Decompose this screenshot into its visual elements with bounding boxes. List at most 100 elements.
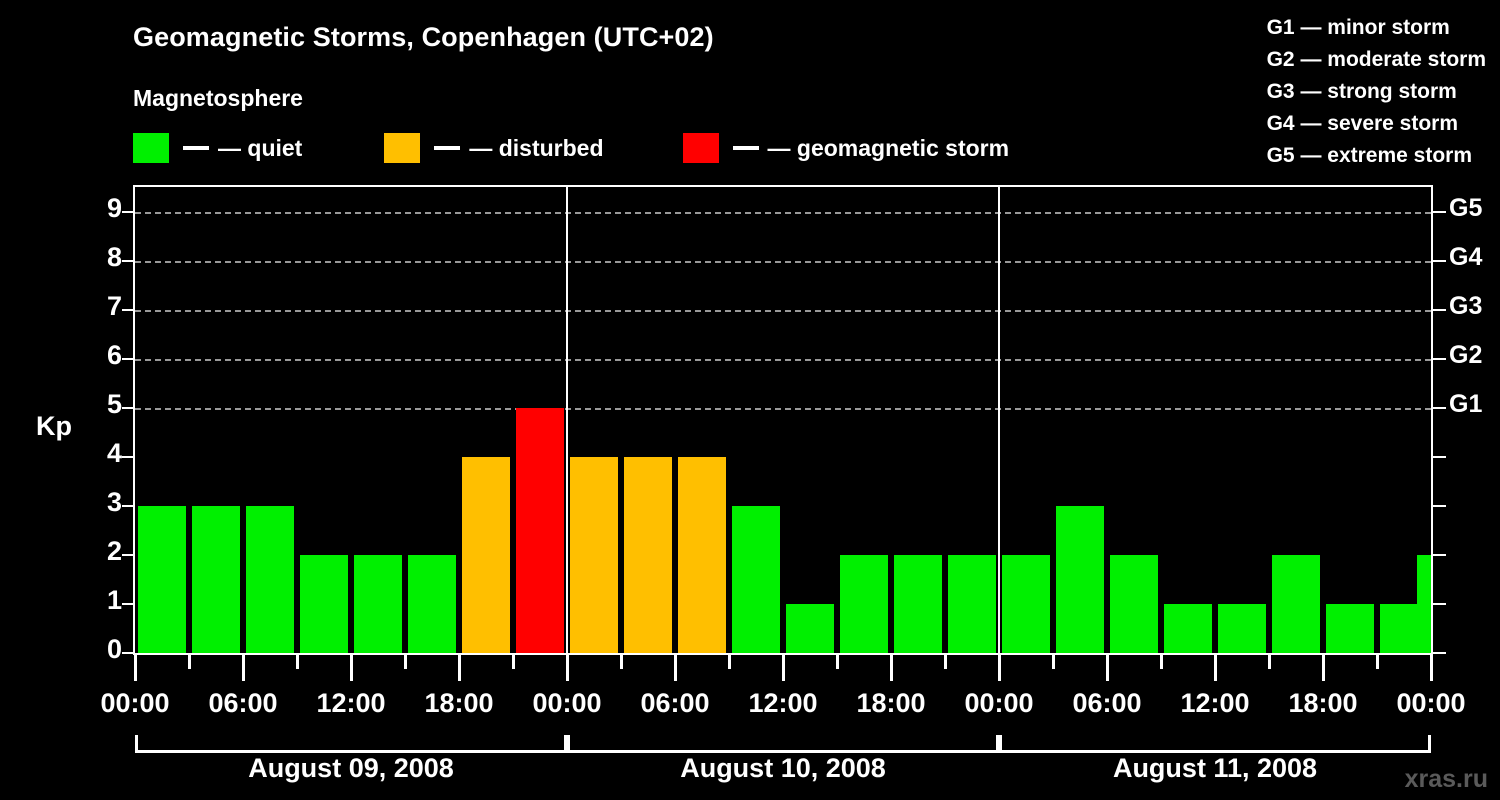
x-tick-minor: [512, 655, 515, 669]
x-tick-major: [782, 655, 785, 681]
x-tick-major: [350, 655, 353, 681]
y-tick-label-8: 8: [106, 241, 122, 272]
gridline-kp-8: [135, 260, 1431, 263]
y-tick-2: [122, 553, 133, 556]
x-tick-major: [1322, 655, 1325, 681]
day-label: August 11, 2008: [1112, 753, 1318, 783]
y-right-tick-G3: [1433, 308, 1446, 311]
x-tick-label: 12:00: [316, 688, 386, 718]
bar: [948, 554, 996, 653]
legend: — quiet — disturbed — geomagnetic storm: [133, 133, 1009, 163]
x-tick-minor: [1160, 655, 1163, 669]
x-tick-minor: [620, 655, 623, 669]
bar: [246, 505, 294, 653]
day-bracket-2: [567, 735, 999, 753]
bar: [1272, 554, 1320, 653]
x-tick-label: 06:00: [640, 688, 710, 718]
bar: [786, 603, 834, 653]
day-label: August 10, 2008: [680, 753, 886, 783]
legend-dash-icon: [732, 146, 759, 150]
y-tick-label-2: 2: [106, 535, 122, 566]
y-tick-label-7: 7: [106, 290, 122, 321]
x-tick-label: 06:00: [1072, 688, 1142, 718]
x-tick-major: [1430, 655, 1433, 681]
day-bracket-1: [135, 735, 567, 753]
gridline-kp-7: [135, 309, 1431, 312]
bar: [138, 505, 186, 653]
x-tick-label: 18:00: [424, 688, 494, 718]
x-tick-minor: [944, 655, 947, 669]
y-tick-5: [122, 406, 133, 409]
legend-item-quiet: — quiet: [133, 133, 302, 163]
x-tick-label: 18:00: [1288, 688, 1358, 718]
chart-subtitle: Magnetosphere: [133, 85, 303, 111]
plot-inner: [135, 187, 1431, 653]
y-right-minor-tick-3: [1433, 504, 1446, 507]
x-tick-major: [674, 655, 677, 681]
y-right-label-G3: G3: [1449, 291, 1483, 320]
y-tick-7: [122, 308, 133, 311]
y-right-tick-G1: [1433, 406, 1446, 409]
bar: [624, 456, 672, 653]
legend-dash-icon: [434, 146, 461, 150]
day-separator-2: [998, 187, 1000, 653]
y-tick-6: [122, 357, 133, 360]
y-tick-label-4: 4: [106, 437, 122, 468]
y-tick-label-3: 3: [106, 486, 122, 517]
bar: [1056, 505, 1104, 653]
gridline-kp-9: [135, 211, 1431, 214]
bar: [678, 456, 726, 653]
bar: [300, 554, 348, 653]
gridline-kp-6: [135, 358, 1431, 361]
plot-area: [133, 185, 1433, 655]
legend-swatch-quiet: [133, 133, 169, 163]
legend-swatch-storm: [682, 133, 719, 163]
x-tick-minor: [1268, 655, 1271, 669]
legend-label-quiet: — quiet: [218, 134, 303, 161]
y-right-minor-tick-0: [1433, 652, 1446, 654]
x-tick-label: 00:00: [964, 688, 1034, 718]
bar: [516, 407, 564, 653]
x-tick-major: [1106, 655, 1109, 681]
legend-item-disturbed: — disturbed: [384, 133, 604, 163]
y-right-tick-G2: [1433, 357, 1446, 360]
legend-label-disturbed: — disturbed: [469, 134, 604, 161]
y-right-label-G4: G4: [1449, 242, 1483, 271]
g-scale-row-g2: G2 — moderate storm: [1266, 48, 1486, 71]
bar: [732, 505, 780, 653]
day-label: August 09, 2008: [248, 753, 454, 783]
y-tick-label-1: 1: [106, 584, 122, 615]
legend-item-storm: — geomagnetic storm: [682, 133, 1009, 163]
g-scale-row-g3: G3 — strong storm: [1266, 80, 1457, 103]
g-scale-row-g5: G5 — extreme storm: [1266, 144, 1473, 167]
x-tick-major: [890, 655, 893, 681]
bar: [570, 456, 618, 653]
x-tick-minor: [188, 655, 191, 669]
x-tick-label: 18:00: [856, 688, 926, 718]
bar: [840, 554, 888, 653]
y-right-minor-tick-2: [1433, 553, 1446, 556]
y-tick-8: [122, 259, 133, 262]
x-tick-minor: [836, 655, 839, 669]
y-right-minor-tick-4: [1433, 455, 1446, 458]
y-tick-label-9: 9: [106, 192, 122, 223]
legend-swatch-disturbed: [384, 133, 421, 163]
bar: [1218, 603, 1266, 653]
x-tick-label: 06:00: [208, 688, 278, 718]
day-separator-1: [566, 187, 568, 653]
x-tick-major: [998, 655, 1001, 681]
bar: [408, 554, 456, 653]
bar: [1002, 554, 1050, 653]
x-tick-label: 12:00: [748, 688, 818, 718]
page-title: Geomagnetic Storms, Copenhagen (UTC+02): [133, 22, 714, 52]
x-tick-major: [1214, 655, 1217, 681]
x-tick-major: [134, 655, 137, 681]
y-right-label-G5: G5: [1449, 193, 1483, 222]
g-scale-legend: G1 — minor storm G2 — moderate storm G3 …: [1267, 12, 1486, 172]
bar: [192, 505, 240, 653]
y-tick-label-0: 0: [106, 634, 122, 664]
x-tick-label: 00:00: [1396, 688, 1466, 718]
bar-partial: [1417, 554, 1431, 653]
y-tick-9: [122, 210, 133, 213]
